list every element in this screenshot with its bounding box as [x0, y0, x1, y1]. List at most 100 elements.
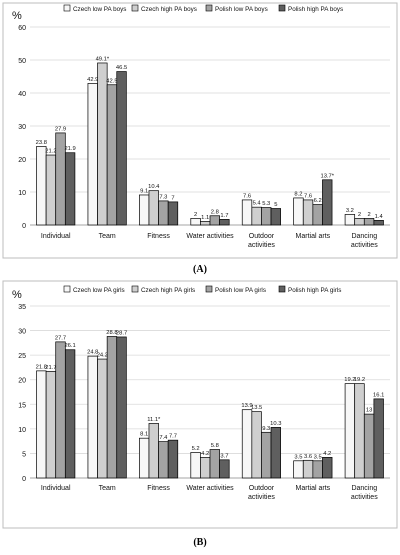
bar — [293, 197, 304, 226]
data-label: 1.4 — [375, 214, 384, 220]
data-label: 27.7 — [55, 335, 66, 341]
x-category-label: Martial arts — [296, 485, 331, 492]
bar — [106, 84, 118, 226]
legend-swatch — [205, 285, 213, 293]
data-label: 8.1 — [140, 432, 148, 438]
y-tick-label: 10 — [18, 190, 26, 197]
chart-panel-b: % Czech low PA girls Czech high PA girls Po… — [2, 280, 398, 529]
data-label: 21.8 — [36, 364, 47, 370]
bar — [64, 152, 76, 226]
y-tick-label: 35 — [18, 304, 26, 311]
bar — [106, 336, 118, 479]
y-tick-label: 20 — [18, 378, 26, 385]
data-label: 42.5 — [106, 78, 117, 84]
bar — [261, 431, 272, 479]
legend-label: Czech low PA girls — [73, 287, 125, 294]
x-category-label: Fitness — [147, 233, 170, 240]
x-category-label: Dancing activities — [351, 233, 378, 249]
bar — [55, 341, 66, 479]
y-tick-label: 0 — [22, 476, 26, 483]
panel-frame — [2, 2, 398, 259]
data-label: 11.1* — [147, 417, 161, 423]
data-label: 19.2 — [354, 377, 365, 383]
data-label: 4.2 — [323, 451, 331, 457]
bar — [219, 459, 230, 479]
data-label: 8.2 — [294, 191, 302, 197]
data-label: 21.9 — [64, 146, 75, 152]
data-label: 4.2 — [201, 451, 209, 457]
data-label: 5.3 — [262, 201, 270, 207]
y-tick-label: 15 — [18, 402, 26, 409]
y-tick-label: 50 — [18, 58, 26, 65]
bar — [261, 207, 272, 226]
y-tick-label: 0 — [22, 223, 26, 230]
data-label: 1.1 — [201, 215, 209, 221]
bar — [158, 441, 169, 479]
data-label: 7.6 — [243, 193, 251, 199]
data-label: 5.8 — [211, 443, 219, 449]
data-label: 10.4 — [148, 184, 160, 190]
data-label: 7.4 — [159, 435, 168, 441]
y-tick-label: 60 — [18, 25, 26, 32]
chart-panel-a: % Czech low PA boys Czech high PA boys Poli… — [2, 2, 398, 259]
data-label: 10.3 — [270, 421, 281, 427]
bar — [139, 437, 150, 479]
bar — [219, 219, 230, 226]
data-label: 7.6 — [304, 193, 312, 199]
data-label: 5.2 — [192, 446, 200, 452]
bar — [354, 383, 365, 479]
bar — [87, 83, 98, 226]
legend-swatch — [131, 285, 139, 293]
bar — [116, 336, 127, 479]
data-label: 6.2 — [314, 198, 322, 204]
bar — [363, 218, 375, 226]
x-category-label: Outdoor activities — [248, 485, 275, 501]
data-label: 1.7 — [220, 213, 228, 219]
x-category-label: Fitness — [147, 485, 170, 492]
data-label: 21.2 — [45, 149, 56, 155]
legend-label: Czech low PA boys — [73, 6, 126, 13]
legend-label: Polish low PA boys — [215, 6, 268, 13]
data-label: 9.1 — [140, 188, 148, 194]
bar — [148, 190, 159, 226]
bar — [97, 358, 108, 479]
bar — [312, 204, 323, 226]
bar — [363, 413, 375, 479]
bar — [200, 221, 211, 226]
bar — [209, 449, 220, 479]
y-unit-label: % — [12, 10, 22, 22]
bar — [251, 206, 262, 226]
y-tick-label: 30 — [18, 329, 26, 336]
bar — [270, 427, 281, 479]
bar — [97, 62, 108, 226]
bar — [354, 218, 365, 226]
bar — [241, 409, 253, 479]
bar — [64, 349, 76, 479]
legend-swatch — [63, 4, 71, 12]
bar — [251, 411, 262, 479]
x-category-label: Water activities — [186, 485, 234, 492]
data-label: 2 — [194, 212, 197, 218]
bar — [190, 452, 201, 479]
data-label: 2 — [367, 212, 370, 218]
data-label: 49.1* — [96, 56, 110, 62]
bar — [344, 214, 356, 226]
bar — [373, 398, 384, 479]
bar — [270, 208, 281, 226]
x-category-label: Dancing activities — [351, 485, 378, 501]
y-tick-label: 10 — [18, 427, 26, 434]
y-tick-label: 5 — [22, 451, 26, 458]
x-category-label: Outdoor activities — [248, 233, 275, 249]
data-label: 7.7 — [169, 434, 177, 440]
y-tick-label: 20 — [18, 157, 26, 164]
data-label: 2 — [358, 212, 361, 218]
bar — [45, 371, 57, 479]
bar — [241, 199, 253, 226]
bar — [344, 383, 356, 479]
bar — [293, 460, 304, 479]
data-label: 46.5 — [116, 65, 127, 71]
data-label: 24.8 — [87, 350, 98, 356]
data-label: 42.9 — [87, 77, 98, 83]
legend-swatch — [131, 4, 139, 12]
x-category-label: Individual — [41, 233, 71, 240]
